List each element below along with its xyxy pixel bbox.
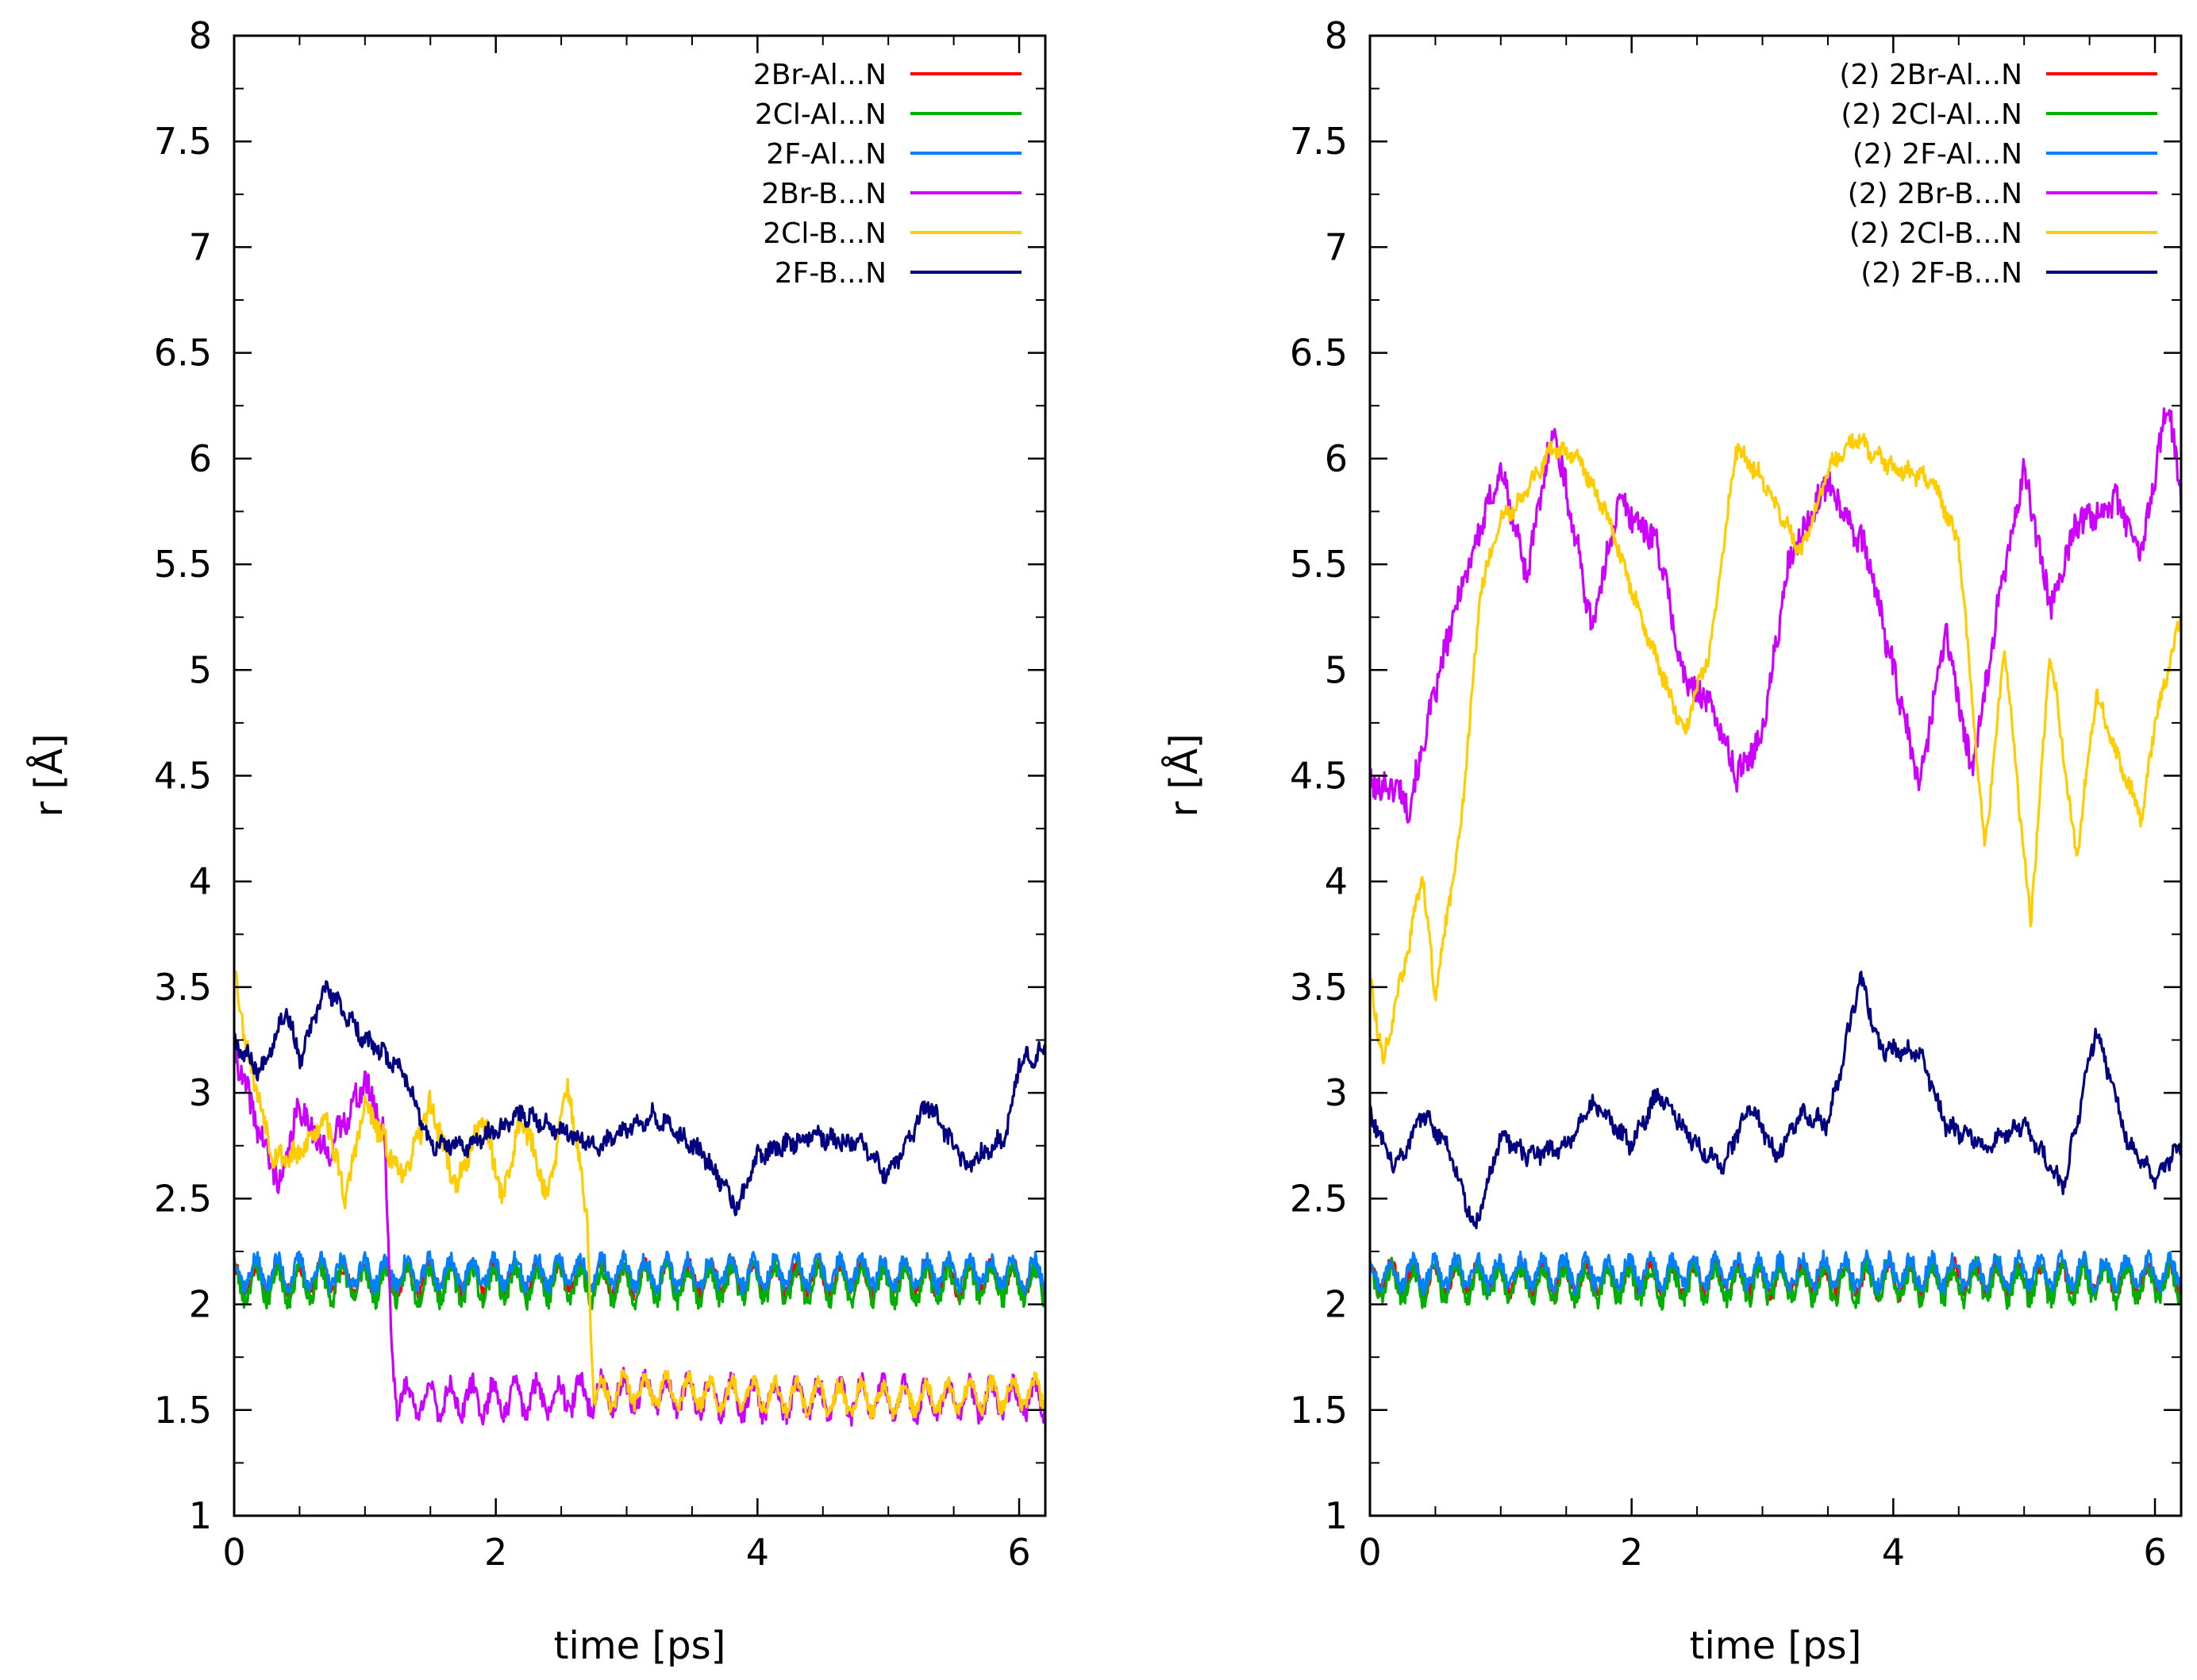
left-y-tick-label: 1: [189, 1494, 212, 1537]
left-y-tick-label: 5.5: [154, 543, 212, 586]
right-y-tick-label: 5: [1325, 648, 1348, 691]
right-legend: (2) 2Br-Al...N (2) 2Cl-Al...N (2) 2F-Al...…: [1839, 59, 2157, 290]
right-x-tick-label: 2: [1620, 1531, 1643, 1574]
right-legend-label: (2) 2F-Al...N: [1853, 138, 2022, 171]
right-legend-label: (2) 2Cl-B...N: [1849, 217, 2022, 250]
left-y-tick-label: 3.5: [154, 966, 212, 1009]
left-plot-area: [233, 970, 1047, 1427]
right-plot-area: [1368, 407, 2183, 1311]
left-y-axis-label: r [Å]: [26, 733, 71, 817]
right-series-line-5: [1368, 971, 2183, 1230]
left-series-line-3: [233, 1032, 1047, 1427]
left-legend-label: 2Br-B...N: [761, 178, 887, 210]
right-panel: 1 1.5 2 2.5 3 3.5 4 4.5 5 5.5 6 6.5 7 7.5 8 0 2 4 6 (2) 2B…: [1161, 14, 2183, 1668]
right-legend-label: (2) 2Br-Al...N: [1839, 59, 2022, 91]
right-y-tick-label: 7: [1325, 225, 1348, 268]
left-y-tick-label: 4: [189, 860, 212, 903]
right-y-tick-label: 6.5: [1290, 332, 1348, 375]
left-y-tick-label: 6.5: [154, 332, 212, 375]
left-x-tick-label: 6: [1007, 1531, 1030, 1574]
right-series-line-3: [1368, 407, 2183, 824]
left-y-tick-label: 7: [189, 225, 212, 268]
right-y-tick-label: 2.5: [1290, 1177, 1348, 1220]
left-series-line-2: [233, 1249, 1047, 1297]
left-legend: 2Br-Al...N 2Cl-Al...N 2F-Al...N 2Br-B...N 2C…: [753, 59, 1022, 290]
left-x-tick-label: 2: [484, 1531, 507, 1574]
left-legend-label: 2Cl-B...N: [763, 217, 887, 250]
left-y-tick-label: 6: [189, 437, 212, 480]
right-y-tick-label: 3: [1325, 1071, 1348, 1114]
right-y-tick-label: 1: [1325, 1494, 1348, 1537]
right-legend-label: (2) 2F-B...N: [1860, 257, 2022, 290]
right-x-tick-label: 6: [2143, 1531, 2166, 1574]
left-series-line-5: [233, 980, 1047, 1217]
left-y-tick-label: 8: [189, 14, 212, 57]
right-y-tick-label: 3.5: [1290, 966, 1348, 1009]
right-y-tick-label: 7.5: [1290, 120, 1348, 163]
left-y-tick-label: 1.5: [154, 1389, 212, 1432]
right-y-axis-label: r [Å]: [1161, 733, 1206, 817]
right-x-axis-label: time [ps]: [1690, 1624, 1862, 1668]
right-x-tick-label: 0: [1358, 1531, 1381, 1574]
left-legend-label: 2Cl-Al...N: [755, 98, 887, 131]
right-y-tick-label: 4: [1325, 860, 1348, 903]
left-y-tick-label: 3: [189, 1071, 212, 1114]
left-series-line-1: [233, 1255, 1047, 1311]
right-y-tick-label: 4.5: [1290, 755, 1348, 798]
right-y-tick-label: 5.5: [1290, 543, 1348, 586]
right-y-tick-label: 1.5: [1290, 1389, 1348, 1432]
right-y-tick-label: 6: [1325, 437, 1348, 480]
left-y-tick-label: 2: [189, 1283, 212, 1326]
left-y-tick-label: 2.5: [154, 1177, 212, 1220]
right-y-tick-label: 8: [1325, 14, 1348, 57]
left-x-axis-label: time [ps]: [554, 1624, 726, 1668]
left-y-tick-label: 7.5: [154, 120, 212, 163]
right-legend-label: (2) 2Br-B...N: [1848, 178, 2022, 210]
left-x-tick-label: 0: [222, 1531, 245, 1574]
right-axis-ticks: 1 1.5 2 2.5 3 3.5 4 4.5 5 5.5 6 6.5 7 7.5 8 0 2 4 6: [1290, 14, 2181, 1574]
left-axis-ticks: 1 1.5 2 2.5 3 3.5 4 4.5 5 5.5 6 6.5 7 7.5 8 0 2 4 6: [154, 14, 1045, 1574]
left-panel: 1 1.5 2 2.5 3 3.5 4 4.5 5 5.5 6 6.5 7 7.5 8 0 2 4 6 2Br-Al…: [26, 14, 1047, 1668]
left-y-tick-label: 4.5: [154, 755, 212, 798]
right-series-line-2: [1368, 1249, 2183, 1296]
right-x-tick-label: 4: [1882, 1531, 1905, 1574]
left-legend-label: 2F-B...N: [775, 257, 887, 290]
left-legend-label: 2F-Al...N: [766, 138, 887, 171]
right-series-line-4: [1368, 432, 2183, 1065]
left-y-tick-label: 5: [189, 648, 212, 691]
left-x-tick-label: 4: [746, 1531, 769, 1574]
left-legend-label: 2Br-Al...N: [753, 59, 887, 91]
right-y-tick-label: 2: [1325, 1283, 1348, 1326]
left-series-line-4: [233, 970, 1047, 1421]
right-legend-label: (2) 2Cl-Al...N: [1841, 98, 2022, 131]
